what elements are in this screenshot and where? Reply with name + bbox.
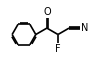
Text: O: O [43, 7, 51, 17]
Text: F: F [55, 44, 61, 54]
Text: N: N [81, 23, 88, 33]
